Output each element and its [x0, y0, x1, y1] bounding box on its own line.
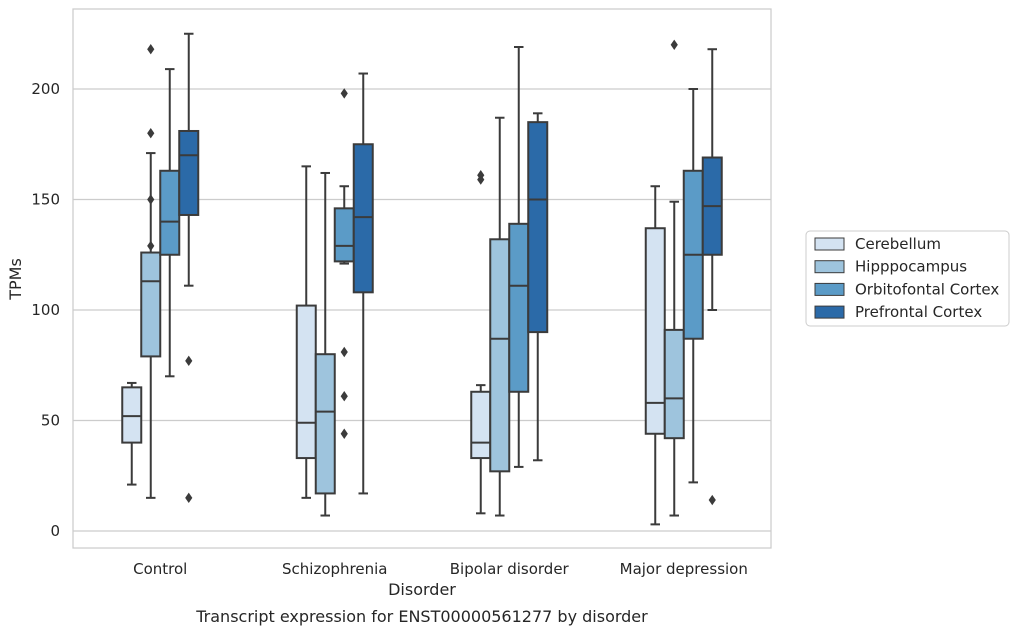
box: [333, 207, 355, 263]
outlier-point: [147, 194, 155, 205]
legend-frame: [805, 230, 1010, 327]
box: [352, 143, 374, 294]
outlier-point: [340, 390, 348, 402]
outlier-point: [340, 346, 348, 358]
legend-label: Prefrontal Cortex: [855, 303, 982, 321]
x-tick-labels: Control Schizophrenia Bipolar disorder Majo…: [133, 560, 748, 578]
y-tick-label: 200: [31, 80, 60, 98]
outlier-point: [670, 39, 678, 50]
y-axis-label: TPMs: [6, 258, 25, 301]
box: [663, 328, 685, 440]
outlier-point: [340, 88, 348, 99]
x-tick-label: Major depression: [620, 560, 748, 578]
legend-swatch: [814, 260, 845, 274]
y-tick-label: 0: [50, 522, 60, 540]
outlier-point: [185, 355, 193, 367]
x-tick-label: Schizophrenia: [282, 560, 387, 578]
box: [489, 238, 511, 473]
x-axis-label: Disorder: [388, 580, 456, 599]
legend-label: Cerebellum: [855, 235, 941, 253]
legend: Cerebellum Hipppocampus Orbitofontal Corte…: [805, 230, 1010, 327]
outlier-point: [708, 494, 716, 506]
legend-swatch: [814, 305, 845, 319]
box: [178, 129, 200, 216]
outlier-point: [185, 492, 193, 504]
x-tick-label: Bipolar disorder: [450, 560, 570, 578]
box: [527, 121, 549, 334]
box: [508, 222, 530, 393]
outlier-point: [147, 128, 155, 139]
outlier-point: [147, 44, 155, 55]
y-tick-labels: 0 50 100 150 200: [31, 80, 60, 540]
legend-label: Hipppocampus: [855, 258, 967, 276]
box: [470, 390, 492, 460]
outlier-point: [147, 240, 155, 252]
legend-swatch: [814, 237, 845, 251]
box: [140, 251, 162, 358]
box: [159, 169, 181, 256]
box-plots: [121, 32, 723, 526]
legend-swatch: [814, 282, 845, 296]
box: [295, 304, 317, 460]
chart-title: Transcript expression for ENST0000056127…: [195, 607, 648, 626]
y-tick-label: 150: [31, 191, 60, 209]
box: [121, 386, 143, 444]
box: [314, 353, 336, 495]
x-tick-label: Control: [133, 560, 187, 578]
plot-area: [72, 8, 772, 549]
outlier-point: [340, 428, 348, 439]
legend-label: Orbitofontal Cortex: [855, 280, 999, 298]
y-tick-label: 50: [41, 412, 60, 430]
outlier-point: [477, 169, 485, 181]
y-tick-label: 100: [31, 301, 60, 319]
